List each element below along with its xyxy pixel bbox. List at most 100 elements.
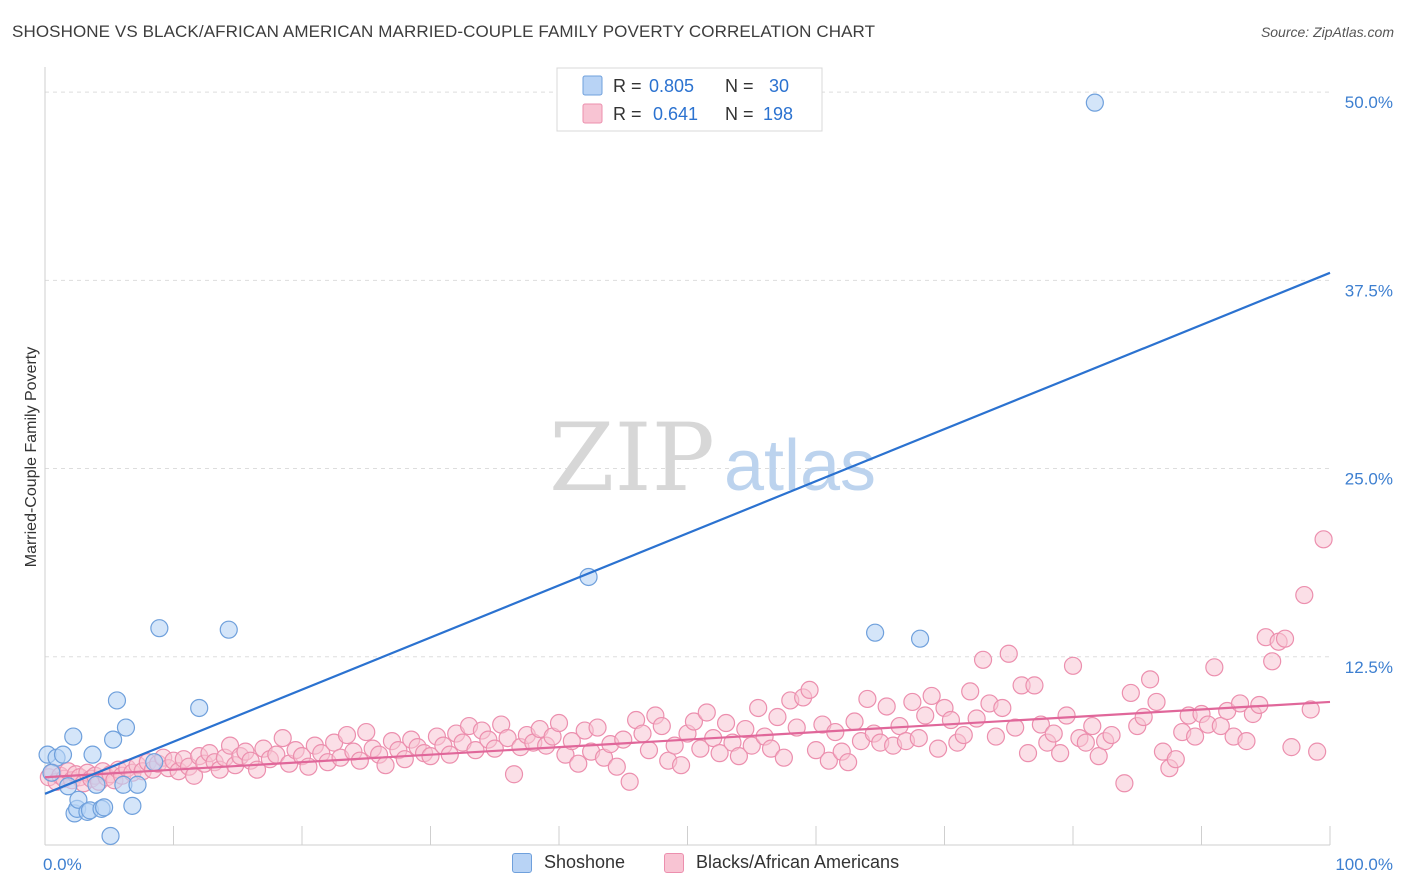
black-data-point (376, 756, 395, 775)
black-data-point (1282, 738, 1301, 757)
black-data-point (1044, 724, 1063, 743)
black-data-point (774, 748, 793, 767)
black-data-point (903, 692, 922, 712)
black-data-point (1083, 716, 1102, 736)
black-data-point (1211, 716, 1230, 736)
black-data-point (652, 716, 671, 736)
shoshone-data-point (128, 775, 147, 794)
black-data-point (1140, 670, 1160, 689)
black-data-point (607, 757, 626, 776)
black-data-point (466, 741, 485, 760)
tick-labels: 12.5% 25.0% 37.5% 50.0% 0.0% 100.0% (43, 93, 1393, 874)
black-data-point (986, 727, 1006, 746)
black-data-point (569, 754, 588, 773)
shoshone-data-point (219, 620, 238, 639)
source-label: Source: ZipAtlas.com (1260, 24, 1394, 40)
black-data-point (819, 751, 838, 770)
black-data-point (395, 750, 414, 769)
shoshone-data-point (150, 619, 169, 638)
shoshone-data-point (1085, 93, 1104, 112)
black-data-point (1121, 683, 1140, 703)
black-data-point (1076, 733, 1095, 752)
black-data-point (549, 713, 569, 733)
black-data-point (1147, 692, 1166, 712)
black-data-point (1063, 656, 1083, 675)
black-data-point (858, 689, 877, 709)
black-data-point (941, 710, 961, 730)
black-data-point (973, 650, 993, 669)
black-data-point (961, 682, 980, 701)
black-data-point (684, 712, 704, 731)
black-data-point (922, 686, 941, 706)
black-data-point (845, 712, 864, 731)
x-tick-label: 100.0% (1335, 855, 1393, 874)
black-data-point (1205, 658, 1224, 677)
black-data-point (639, 741, 659, 760)
axes (44, 67, 1331, 846)
stats-n-value: 30 (769, 76, 789, 96)
stats-swatch-black (582, 103, 603, 124)
gridlines (45, 91, 1330, 658)
black-data-point (800, 680, 819, 700)
shoshone-data-point (69, 790, 88, 809)
black-data-point (1263, 652, 1282, 671)
black-data-point (1051, 744, 1070, 763)
chart-title: SHOSHONE VS BLACK/AFRICAN AMERICAN MARRI… (12, 22, 876, 41)
stats-r-label: R = (613, 76, 642, 96)
shoshone-trend-line (44, 271, 1331, 795)
shoshone-data-point (123, 796, 142, 815)
black-series-points (39, 530, 1333, 793)
black-data-point (928, 739, 948, 758)
stats-swatch-shoshone (582, 75, 603, 96)
black-data-point (967, 709, 986, 728)
black-data-point (806, 741, 826, 760)
black-data-point (620, 772, 639, 791)
black-data-point (877, 697, 896, 716)
black-data-point (614, 730, 633, 749)
black-data-point (1314, 530, 1333, 549)
black-data-point (1295, 585, 1314, 605)
stats-r-value: 0.641 (653, 104, 698, 124)
black-data-point (350, 751, 369, 770)
shoshone-data-point (190, 698, 209, 718)
stats-n-label: N = (725, 76, 754, 96)
black-data-point (1089, 747, 1108, 766)
black-data-point (504, 765, 524, 784)
shoshone-data-point (104, 730, 123, 749)
shoshone-data-point (83, 745, 102, 764)
black-data-point (736, 719, 755, 739)
black-trend-line (44, 700, 1331, 779)
shoshone-data-point (87, 775, 106, 794)
black-data-point (1031, 715, 1050, 734)
black-data-point (1025, 676, 1044, 695)
black-data-point (1185, 727, 1205, 746)
black-data-point (768, 707, 787, 727)
black-data-point (1166, 750, 1185, 769)
black-data-point (1275, 629, 1295, 648)
shoshone-data-point (910, 629, 930, 648)
black-data-point (729, 747, 749, 766)
legend-item-black: Blacks/African Americans (664, 852, 899, 873)
black-data-point (485, 739, 504, 758)
black-data-point (909, 728, 928, 748)
black-data-point (716, 713, 736, 733)
black-data-point (1301, 700, 1320, 719)
watermark-zip: ZIP (549, 404, 715, 513)
shoshone-data-point (107, 691, 127, 710)
legend-swatch-shoshone (512, 852, 532, 873)
black-data-point (742, 736, 761, 755)
black-data-point (184, 766, 204, 785)
shoshone-data-point (42, 763, 61, 782)
black-data-point (749, 698, 768, 718)
y-tick-label: 25.0% (1345, 470, 1393, 489)
shoshone-data-point (53, 745, 73, 764)
stats-legend: R = 0.805 N = 30 R = 0.641 N = 198 (556, 67, 823, 132)
shoshone-data-point (145, 753, 164, 772)
shoshone-data-point (95, 798, 114, 817)
legend-swatch-black (664, 852, 684, 873)
legend-label-shoshone: Shoshone (544, 852, 626, 872)
trend-lines (44, 271, 1331, 795)
legend-label-black: Blacks/African Americans (696, 852, 900, 872)
legend-item-shoshone: Shoshone (512, 852, 625, 873)
